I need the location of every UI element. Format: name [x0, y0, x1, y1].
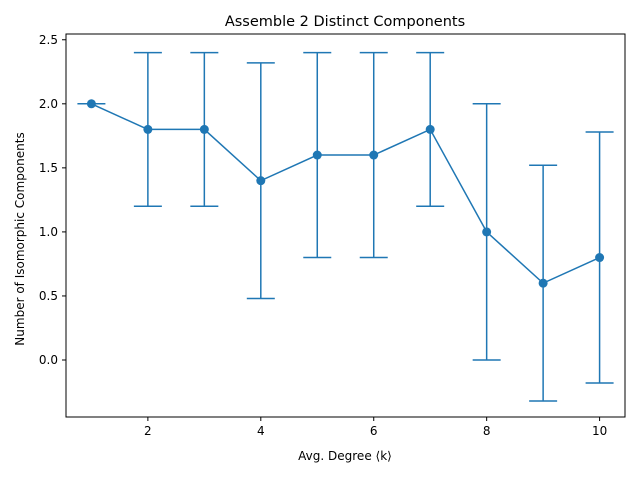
data-point	[425, 124, 435, 134]
data-point	[312, 150, 322, 160]
y-tick-label: 0.0	[39, 353, 58, 367]
x-tick-label: 4	[257, 424, 265, 438]
axes-frame	[65, 33, 626, 418]
y-tick-label: 1.5	[39, 161, 58, 175]
data-point	[538, 278, 548, 288]
y-tick-label: 1.0	[39, 225, 58, 239]
x-tick-label: 10	[592, 424, 607, 438]
y-tick-label: 2.5	[39, 33, 58, 47]
data-point	[199, 124, 209, 134]
plot-area: 2 4 6 8 10 0.0 0.5 1.0 1.5 2.0 2.5	[39, 33, 626, 438]
series-line	[91, 103, 600, 285]
data-point	[595, 253, 605, 263]
data-point	[256, 176, 266, 186]
x-axis-label: Avg. Degree ⟨k⟩	[298, 449, 392, 463]
data-point	[86, 99, 96, 109]
data-point	[482, 227, 492, 237]
x-tick-label: 6	[370, 424, 378, 438]
data-point	[369, 150, 379, 160]
y-axis-label: Number of Isomorphic Components	[13, 132, 27, 345]
x-tick-label: 2	[144, 424, 152, 438]
chart-title: Assemble 2 Distinct Components	[225, 14, 465, 30]
y-tick-label: 0.5	[39, 289, 58, 303]
x-tick-label: 8	[483, 424, 491, 438]
data-point	[143, 124, 153, 134]
y-tick-label: 2.0	[39, 97, 58, 111]
